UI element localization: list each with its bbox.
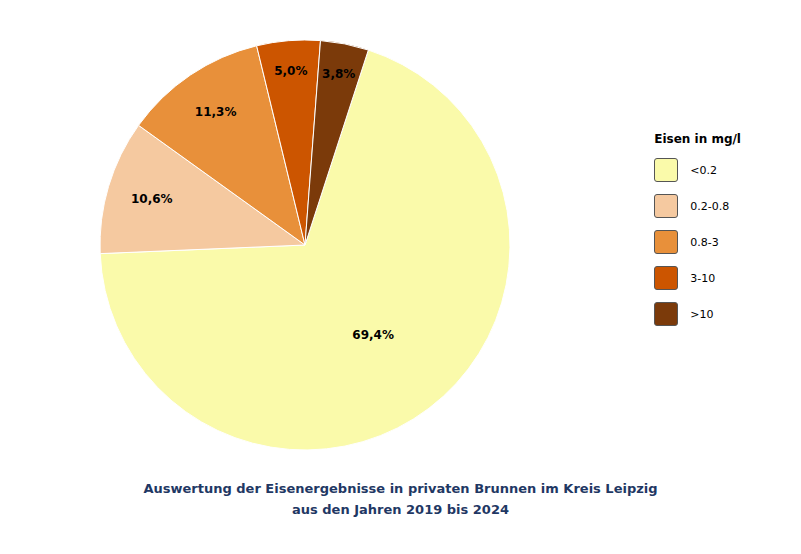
html-text:aus den Jahren 2019 bis 2024: aus den Jahren 2019 bis 2024 bbox=[292, 502, 509, 517]
svg-text:11,3%: 11,3% bbox=[195, 105, 237, 119]
svg-text:5,0%: 5,0% bbox=[274, 64, 307, 78]
html-text:>10: >10 bbox=[690, 307, 714, 321]
html-text:Auswertung der Eisenergebnisse: Auswertung der Eisenergebnisse in privat… bbox=[143, 481, 658, 496]
html-text:3-10: 3-10 bbox=[690, 271, 716, 285]
html-text:<0.2: <0.2 bbox=[690, 163, 717, 177]
html-text:0.2-0.8: 0.2-0.8 bbox=[690, 199, 730, 213]
svg-text:10,6%: 10,6% bbox=[131, 192, 173, 206]
html-text:Eisen in mg/l: Eisen in mg/l bbox=[654, 132, 741, 146]
html-text:0.8-3: 0.8-3 bbox=[690, 235, 719, 249]
svg-text:3,8%: 3,8% bbox=[322, 67, 355, 81]
svg-text:69,4%: 69,4% bbox=[352, 328, 394, 342]
